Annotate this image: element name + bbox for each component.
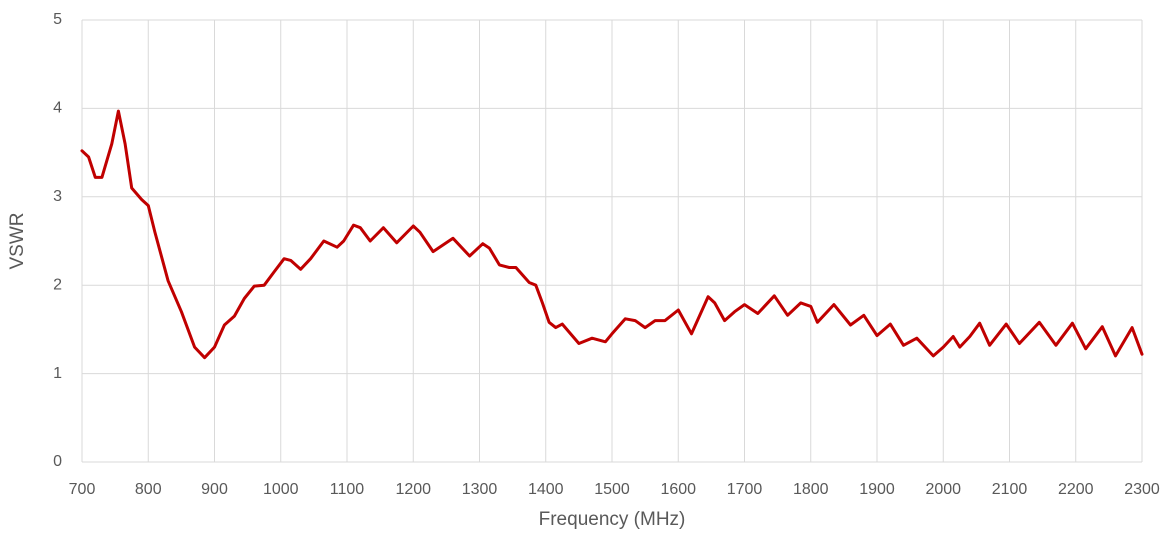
y-axis-label: VSWR bbox=[7, 213, 28, 270]
x-tick-label: 900 bbox=[201, 481, 228, 498]
x-tick-label: 2000 bbox=[925, 481, 961, 498]
x-tick-label: 1200 bbox=[395, 481, 431, 498]
x-tick-label: 1900 bbox=[859, 481, 895, 498]
x-tick-label: 1100 bbox=[330, 481, 365, 498]
x-tick-label: 1800 bbox=[793, 481, 829, 498]
x-tick-label: 2300 bbox=[1124, 481, 1160, 498]
y-tick-label: 1 bbox=[53, 365, 62, 382]
x-tick-label: 1500 bbox=[594, 481, 630, 498]
y-tick-label: 2 bbox=[53, 276, 62, 293]
x-tick-label: 1000 bbox=[263, 481, 299, 498]
y-tick-label: 0 bbox=[53, 453, 62, 470]
x-tick-label: 2100 bbox=[992, 481, 1028, 498]
x-tick-label: 1700 bbox=[727, 481, 763, 498]
x-tick-label: 700 bbox=[69, 481, 96, 498]
x-tick-label: 800 bbox=[135, 481, 162, 498]
y-tick-label: 3 bbox=[53, 188, 62, 205]
x-tick-label: 1300 bbox=[462, 481, 498, 498]
y-tick-label: 5 bbox=[53, 11, 62, 28]
x-tick-label: 1400 bbox=[528, 481, 564, 498]
x-tick-label: 2200 bbox=[1058, 481, 1094, 498]
y-tick-label: 4 bbox=[53, 100, 62, 117]
data-line bbox=[80, 109, 1144, 360]
x-axis-label: Frequency (MHz) bbox=[539, 509, 686, 530]
x-tick-label: 1600 bbox=[660, 481, 696, 498]
